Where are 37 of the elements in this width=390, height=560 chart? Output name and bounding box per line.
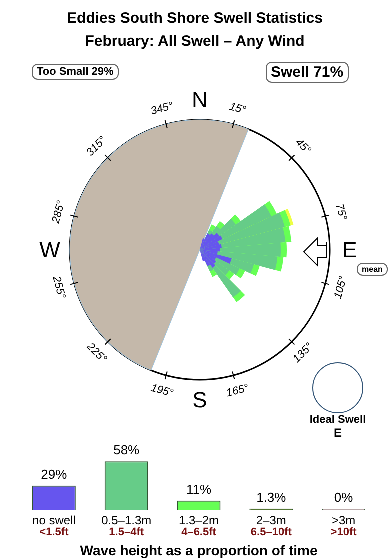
text: 15° [228,101,248,118]
x-tick-label: 2–3m [256,514,286,528]
data-label: 0% [334,490,354,506]
x-tick-label: 0.5–1.3m [102,514,152,528]
data-label: 29% [41,466,68,482]
text: 285° [50,199,68,226]
text: E [334,426,342,440]
text: S [192,388,208,412]
chart-subtitle: February: All Swell – Any Wind [84,33,306,50]
text: W [40,238,61,262]
data-label: 58% [114,442,140,458]
text: mean [357,263,388,276]
x-tick-label: no swell [32,514,76,528]
text: 225° [84,340,110,366]
text: N [192,88,208,112]
text: 1.5–4ft [109,526,144,539]
text: >10ft [330,526,358,539]
text: 45° [293,136,314,158]
text: 105° [332,274,350,300]
data-label: 11% [186,482,212,497]
text: Swell 71% [266,62,349,83]
text: Too Small 29% [32,64,119,80]
text: 6.5–10ft [250,526,292,539]
text: 255° [50,274,68,301]
text: Ideal Swell [310,414,366,426]
text: E [342,238,358,262]
text: <1.5ft [40,526,70,539]
text: 195° [150,382,176,400]
data-label: 1.3% [256,490,287,505]
chart-title: Eddies South Shore Swell Statistics [66,10,324,27]
text: 75° [333,202,350,222]
text: 4–6.5ft [182,526,217,539]
text: 165° [225,382,251,400]
text: 345° [150,100,176,118]
x-tick-label: >3m [332,514,356,528]
x-axis-title: Wave height as a proportion of time [80,542,318,558]
x-tick-label: 1.3–2m [178,514,220,528]
